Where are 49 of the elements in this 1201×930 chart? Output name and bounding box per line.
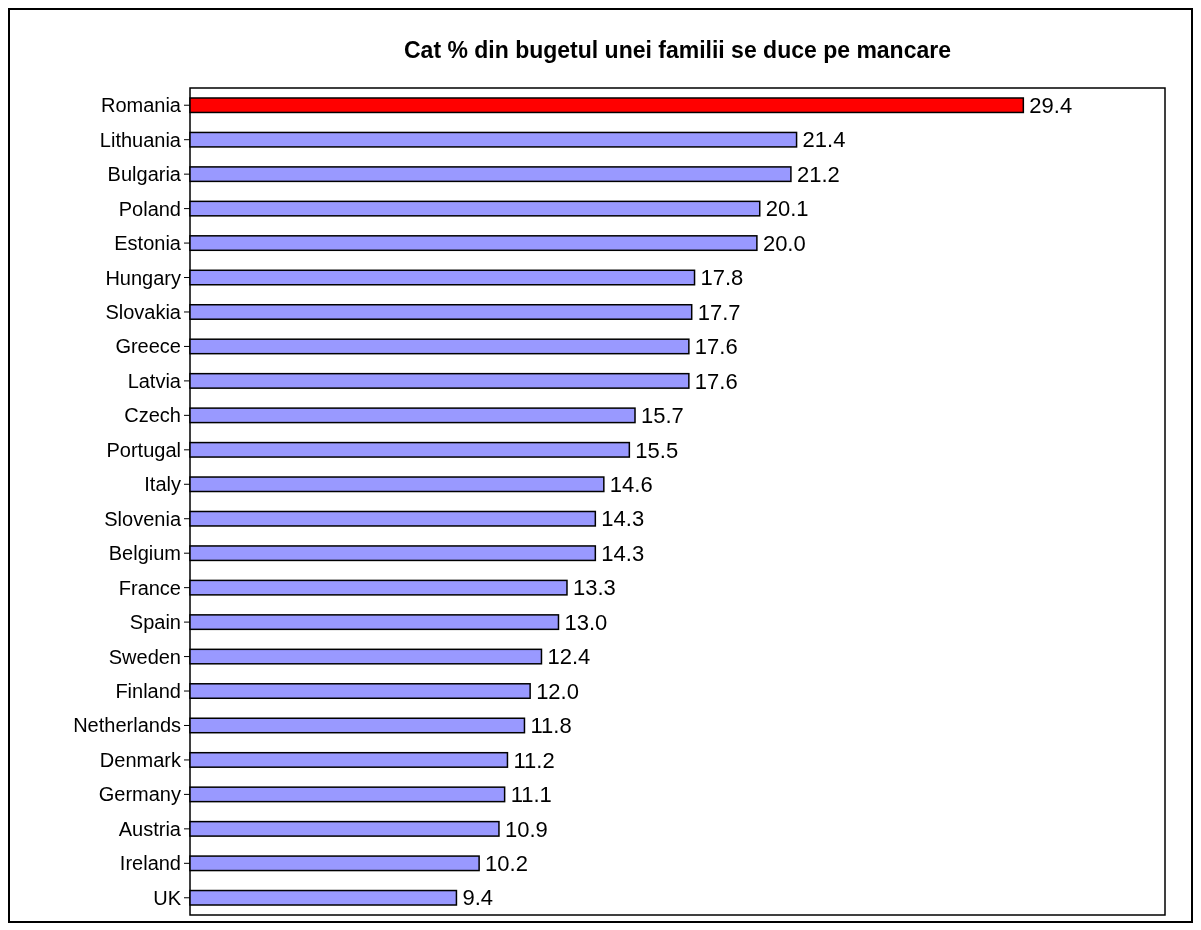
y-tick-label: Germany <box>98 783 181 806</box>
y-tick-label: Estonia <box>114 232 182 255</box>
y-tick-label: Sweden <box>108 645 181 668</box>
data-label: 20.1 <box>765 196 809 222</box>
data-label: 10.9 <box>504 816 548 842</box>
y-tick-label: Latvia <box>127 369 182 392</box>
y-tick-label: Bulgaria <box>107 163 182 186</box>
y-tick-label: Czech <box>124 404 181 427</box>
y-tick-label: Denmark <box>99 748 182 771</box>
data-label: 11.1 <box>510 782 552 808</box>
data-label: 12.4 <box>547 644 591 670</box>
y-tick-label: Romania <box>100 94 182 117</box>
data-label: 15.7 <box>641 403 684 429</box>
y-tick-label: Austria <box>118 817 182 840</box>
y-tick-label: Slovenia <box>104 507 182 530</box>
data-label: 17.8 <box>700 265 744 291</box>
data-label: 17.6 <box>694 368 738 394</box>
data-label: 14.6 <box>609 471 653 497</box>
data-label: 20.0 <box>762 230 806 256</box>
data-label: 17.7 <box>697 299 741 325</box>
y-tick-label: Greece <box>115 335 181 358</box>
y-tick-label: UK <box>153 886 182 909</box>
data-label: 17.6 <box>694 334 738 360</box>
y-tick-label: Ireland <box>119 852 181 875</box>
y-tick-label: Italy <box>144 473 181 496</box>
y-tick-label: Portugal <box>106 438 181 461</box>
data-label: 12.0 <box>536 678 579 704</box>
data-label: 13.3 <box>572 575 616 601</box>
y-tick-label: Finland <box>115 680 181 703</box>
y-tick-label: Hungary <box>105 266 181 289</box>
data-label: 14.3 <box>601 506 645 532</box>
y-tick-label: Slovakia <box>105 300 182 323</box>
data-label: 29.4 <box>1029 92 1073 118</box>
data-label: 14.3 <box>601 540 645 566</box>
y-tick-label: Poland <box>118 197 181 220</box>
data-label: 13.0 <box>564 609 608 635</box>
data-label: 10.2 <box>485 851 528 877</box>
y-tick-label: Belgium <box>108 542 181 565</box>
data-label: 11.8 <box>530 713 572 739</box>
data-label: 11.2 <box>513 747 555 773</box>
data-label: 21.2 <box>796 161 840 187</box>
data-label: 9.4 <box>462 885 494 911</box>
y-tick-label: Netherlands <box>73 714 181 737</box>
y-tick-label: Lithuania <box>99 128 182 151</box>
data-label: 15.5 <box>635 437 679 463</box>
chart-title: Cat % din bugetul unei familii se duce pe mancare <box>403 37 952 63</box>
data-label: 21.4 <box>802 127 846 153</box>
y-tick-label: Spain <box>129 611 181 634</box>
y-tick-label: France <box>118 576 181 599</box>
